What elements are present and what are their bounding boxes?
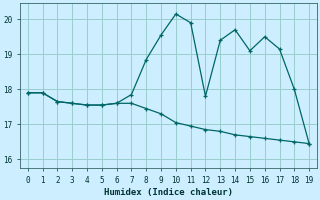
X-axis label: Humidex (Indice chaleur): Humidex (Indice chaleur) <box>104 188 233 197</box>
